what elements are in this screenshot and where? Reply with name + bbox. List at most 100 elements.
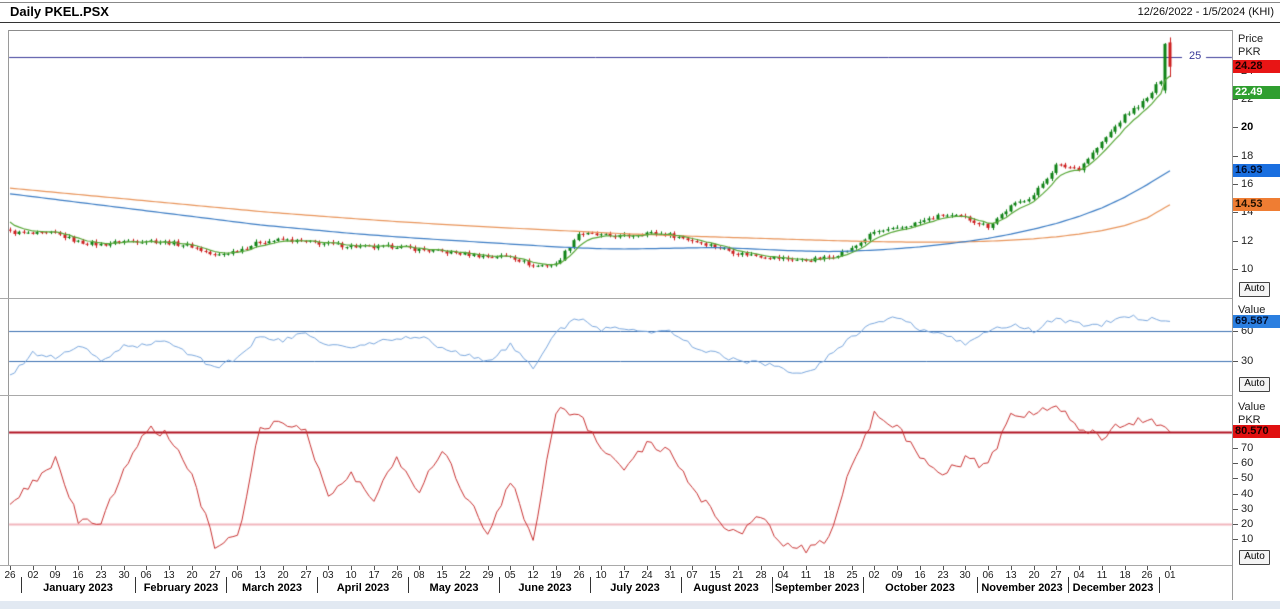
x-tick-mark <box>965 566 966 570</box>
osc-tick-label: 50 <box>1241 472 1254 484</box>
day-tick-label: 30 <box>118 570 130 581</box>
day-tick-label: 13 <box>254 570 266 581</box>
x-tick-mark <box>988 566 989 570</box>
osc-tick-mark <box>1233 463 1238 464</box>
day-tick-label: 19 <box>550 570 562 581</box>
month-label: January 2023 <box>43 582 113 594</box>
x-tick-mark <box>488 566 489 570</box>
osc-tick-mark <box>1233 539 1238 540</box>
rsi-tick-mark <box>1233 361 1238 362</box>
day-tick-label: 23 <box>937 570 949 581</box>
ma-slow-badge: 14.53 <box>1233 198 1280 211</box>
x-tick-mark <box>624 566 625 570</box>
x-tick-mark <box>78 566 79 570</box>
month-label: August 2023 <box>693 582 759 594</box>
osc-tick-label: 40 <box>1241 488 1254 500</box>
rsi-auto-button[interactable]: Auto <box>1239 377 1270 392</box>
x-tick-mark <box>55 566 56 570</box>
day-tick-label: 10 <box>595 570 607 581</box>
x-tick-mark <box>670 566 671 570</box>
price-auto-button[interactable]: Auto <box>1239 282 1270 297</box>
x-tick-mark <box>1170 566 1171 570</box>
price-tick-mark <box>1233 99 1238 100</box>
day-tick-label: 02 <box>868 570 880 581</box>
month-label: May 2023 <box>429 582 479 594</box>
x-tick-mark <box>738 566 739 570</box>
x-tick-mark <box>1034 566 1035 570</box>
day-tick-label: 27 <box>1050 570 1062 581</box>
osc-axis-title: Value <box>1238 401 1266 413</box>
osc-tick-label: 30 <box>1241 503 1254 515</box>
month-label: October 2023 <box>885 582 955 594</box>
x-tick-mark <box>351 566 352 570</box>
price-tick-label: 18 <box>1241 150 1254 162</box>
price-tick-mark <box>1233 156 1238 157</box>
x-tick-mark <box>601 566 602 570</box>
day-tick-label: 31 <box>664 570 676 581</box>
x-tick-mark <box>374 566 375 570</box>
x-tick-mark <box>215 566 216 570</box>
month-label: September 2023 <box>774 582 860 594</box>
x-tick-mark <box>306 566 307 570</box>
day-tick-label: 27 <box>300 570 312 581</box>
month-separator <box>408 577 409 593</box>
bottom-strip <box>0 601 1280 609</box>
month-separator <box>1068 577 1069 593</box>
day-tick-label: 09 <box>49 570 61 581</box>
day-tick-label: 13 <box>1005 570 1017 581</box>
month-separator <box>772 577 773 593</box>
osc-tick-label: 10 <box>1241 533 1254 545</box>
day-tick-label: 16 <box>72 570 84 581</box>
price-panel-region[interactable] <box>9 30 1232 298</box>
month-separator <box>977 577 978 593</box>
x-tick-mark <box>146 566 147 570</box>
x-tick-mark <box>260 566 261 570</box>
month-label: February 2023 <box>143 582 219 594</box>
day-tick-label: 17 <box>618 570 630 581</box>
oscillator-panel-region[interactable] <box>9 397 1232 565</box>
plot-top-border <box>8 30 1232 31</box>
x-tick-mark <box>1102 566 1103 570</box>
month-label: June 2023 <box>518 582 572 594</box>
month-separator <box>499 577 500 593</box>
rsi-panel-region[interactable] <box>9 300 1232 395</box>
day-tick-label: 10 <box>345 570 357 581</box>
ma-mid-badge: 16.93 <box>1233 164 1280 177</box>
price-tick-mark <box>1233 184 1238 185</box>
price-tick-label: 10 <box>1241 263 1254 275</box>
x-tick-mark <box>647 566 648 570</box>
month-label: July 2023 <box>610 582 660 594</box>
day-tick-label: 11 <box>800 570 812 581</box>
x-tick-mark <box>920 566 921 570</box>
x-tick-mark <box>556 566 557 570</box>
day-tick-label: 03 <box>322 570 334 581</box>
x-tick-mark <box>283 566 284 570</box>
x-tick-mark <box>692 566 693 570</box>
day-tick-label: 27 <box>209 570 221 581</box>
price-tick-label: 16 <box>1241 178 1254 190</box>
day-tick-label: 02 <box>27 570 39 581</box>
x-tick-mark <box>328 566 329 570</box>
osc-tick-mark <box>1233 509 1238 510</box>
osc-tick-label: 70 <box>1241 442 1254 454</box>
month-label: April 2023 <box>336 582 390 594</box>
price-tick-mark <box>1233 212 1238 213</box>
day-tick-label: 26 <box>573 570 585 581</box>
price-axis-title: Price <box>1238 33 1264 45</box>
last-price-badge: 24.28 <box>1233 60 1280 73</box>
day-tick-label: 12 <box>527 570 539 581</box>
plot-left-border <box>8 30 9 565</box>
day-tick-label: 18 <box>1119 570 1131 581</box>
day-tick-label: 15 <box>709 570 721 581</box>
price-tick-mark <box>1233 269 1238 270</box>
x-tick-mark <box>169 566 170 570</box>
day-tick-label: 13 <box>163 570 175 581</box>
price-axis-unit: PKR <box>1238 46 1261 58</box>
x-tick-mark <box>852 566 853 570</box>
osc-auto-button[interactable]: Auto <box>1239 550 1270 565</box>
day-tick-label: 24 <box>641 570 653 581</box>
hline-label: 25 <box>1186 50 1205 62</box>
day-tick-label: 16 <box>914 570 926 581</box>
